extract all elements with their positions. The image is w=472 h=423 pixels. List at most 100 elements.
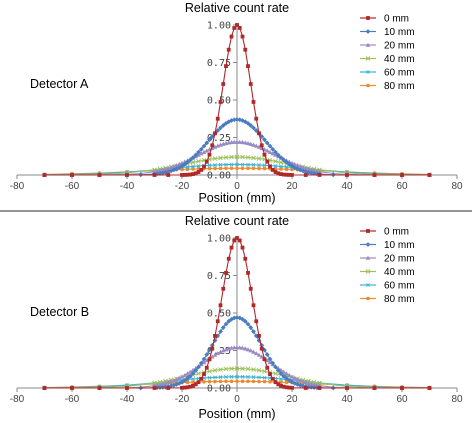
data-point [306,170,311,175]
data-point [248,348,254,353]
data-point [226,318,232,324]
data-point [270,146,276,152]
data-point [284,371,289,376]
data-point [317,169,322,174]
data-point [264,140,270,146]
x-tick-label: 0 [234,394,240,405]
legend-marker [365,269,371,274]
data-point [215,128,221,133]
data-point [210,143,215,148]
data-point [246,166,250,171]
data-point [174,166,179,172]
data-point [303,169,309,175]
data-point [303,386,308,390]
data-point [215,350,221,356]
data-point [204,148,210,153]
data-point [220,123,226,128]
data-point [191,167,195,171]
x-tick-label: 60 [396,181,408,192]
data-point [232,238,237,243]
data-point [237,26,242,30]
data-point [259,346,264,351]
data-point [273,380,278,385]
data-point [251,166,256,171]
x-axis-label: Position (mm) [198,191,275,205]
data-point [284,380,289,385]
data-point [207,137,212,143]
data-point [273,149,278,155]
data-point [179,374,185,379]
data-point [237,139,243,144]
data-point [221,286,226,291]
data-point [185,172,190,177]
data-point [212,352,218,357]
data-point [174,376,179,382]
data-point [182,385,187,390]
data-point [265,159,270,164]
data-point [245,374,251,379]
data-point [190,377,196,381]
legend-item: 80 mm [360,81,415,92]
data-point [245,162,251,167]
data-point [345,386,349,390]
data-point [251,125,256,131]
data-point [281,373,287,379]
data-point [182,172,187,177]
data-point [166,173,171,177]
x-tick-label: 40 [341,394,353,405]
legend-item: 60 mm [360,68,415,79]
data-point [253,128,259,133]
data-point [284,172,289,177]
data-point [212,163,218,167]
data-point [223,155,229,160]
x-tick-label: 40 [341,181,353,192]
data-point [273,371,278,376]
data-point [171,167,177,173]
legend-marker [366,83,370,88]
chart-title: Relative count rate [185,1,289,15]
data-point [264,358,270,363]
data-point [278,155,284,161]
data-point [240,118,245,123]
data-point [231,117,237,123]
data-point [273,170,278,174]
data-point [262,368,267,374]
data-point [234,154,240,160]
data-point [235,166,239,171]
data-point [257,379,261,384]
data-point [235,379,239,384]
data-point [295,163,300,168]
data-point [240,316,245,322]
data-point [188,384,193,389]
legend-label: 40 mm [384,54,415,65]
x-tick-label: 60 [396,394,408,405]
data-point [226,47,231,52]
x-tick-label: -60 [65,394,80,405]
data-point [70,173,74,177]
data-point [290,385,294,390]
data-point [245,347,251,352]
data-point [287,172,292,177]
data-point [268,379,272,384]
data-point [212,368,218,373]
data-point [196,170,201,174]
data-point [196,164,201,168]
data-point [300,168,306,174]
data-point [191,172,195,176]
data-point [196,380,201,385]
data-point [297,167,303,173]
data-point [240,162,245,167]
data-point [275,152,281,158]
data-point [97,173,102,177]
data-point [187,157,193,163]
data-point [290,173,294,177]
data-point [253,350,259,356]
data-point [97,386,102,390]
data-point [256,368,262,373]
y-tick-label: 0.25 [207,133,231,144]
chart-panel-detector-a: Relative count rate Detector A Position … [10,1,463,205]
data-point [306,380,311,386]
data-point [257,166,261,171]
data-point [185,371,190,376]
data-point [262,137,267,143]
